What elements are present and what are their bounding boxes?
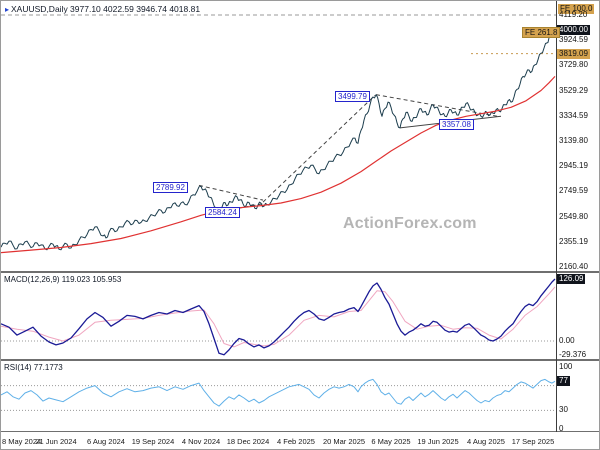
price-annotation[interactable]: 2584.24 <box>205 207 240 218</box>
axis-label: 0 <box>559 424 564 433</box>
panel-separator[interactable] <box>1 359 599 361</box>
date-label: 17 Sep 2025 <box>511 437 555 446</box>
rsi-panel[interactable] <box>1 361 557 431</box>
date-label: 20 Mar 2025 <box>322 437 366 446</box>
moving-average-line <box>1 75 556 254</box>
axis-label: 3529.29 <box>559 85 588 95</box>
axis-label: 3924.59 <box>559 35 588 45</box>
rsi-indicator-title: RSI(14) 77.1773 <box>4 363 63 372</box>
date-label: 18 Dec 2024 <box>226 437 270 446</box>
current-value-box: 4000.00 <box>557 25 590 36</box>
axis-label: 2945.19 <box>559 161 588 171</box>
macd-line <box>1 278 556 356</box>
date-label: 21 Jun 2024 <box>35 437 77 446</box>
axis-label: -29.376 <box>559 350 587 360</box>
date-label: 19 Sep 2024 <box>131 437 175 446</box>
date-label: 8 May 2024 <box>2 437 42 446</box>
axis-label: 2355.19 <box>559 236 588 246</box>
date-label: 4 Feb 2025 <box>277 437 315 446</box>
date-label: 6 Aug 2024 <box>87 437 125 446</box>
axis-label: 3139.80 <box>559 136 588 145</box>
axis-label: 2160.40 <box>559 262 588 271</box>
symbol-ohlc-text: XAUUSD,Daily 3977.10 4022.59 3946.74 401… <box>11 4 201 14</box>
axis-label: 0.00 <box>559 336 575 345</box>
price-chart-panel[interactable] <box>1 1 557 271</box>
price-annotation[interactable]: 2789.92 <box>153 182 188 193</box>
date-label: 19 Jun 2025 <box>417 437 459 446</box>
date-label: 4 Aug 2025 <box>467 437 505 446</box>
price-axis-border <box>556 1 557 432</box>
macd-indicator-title: MACD(12,26,9) 119.023 105.953 <box>4 275 122 284</box>
symbol-ohlc-header: ▸ XAUUSD,Daily 3977.10 4022.59 3946.74 40… <box>5 4 200 14</box>
time-axis-separator <box>1 431 599 432</box>
actionforex-watermark: ActionForex.com <box>343 215 477 232</box>
current-value-box: 77 <box>557 376 570 387</box>
axis-label: 3334.59 <box>559 110 588 120</box>
fib-expansion-100-label: FE 100.0 <box>558 4 595 14</box>
axis-label: 4119.20 <box>559 10 588 19</box>
chart-arrow-icon: ▸ <box>5 5 10 14</box>
date-label: 4 Nov 2024 <box>181 437 221 446</box>
axis-label: 30 <box>559 405 568 415</box>
price-annotation[interactable]: 3499.79 <box>335 91 370 102</box>
rsi-line <box>1 378 556 407</box>
axis-label: 100 <box>559 362 573 371</box>
axis-label: 2549.80 <box>559 211 588 221</box>
current-value-box: 126.09 <box>557 274 586 284</box>
axis-label: 3729.80 <box>559 60 588 70</box>
price-annotation[interactable]: 3357.08 <box>439 119 474 130</box>
price-annotation[interactable]: FE 261.8 <box>522 27 561 38</box>
price-line <box>1 27 556 251</box>
panel-separator[interactable] <box>1 271 599 273</box>
current-value-box: 3819.09 <box>557 48 590 59</box>
date-label: 6 May 2025 <box>371 437 411 446</box>
axis-label: 2749.59 <box>559 186 588 196</box>
macd-panel[interactable] <box>1 273 557 359</box>
